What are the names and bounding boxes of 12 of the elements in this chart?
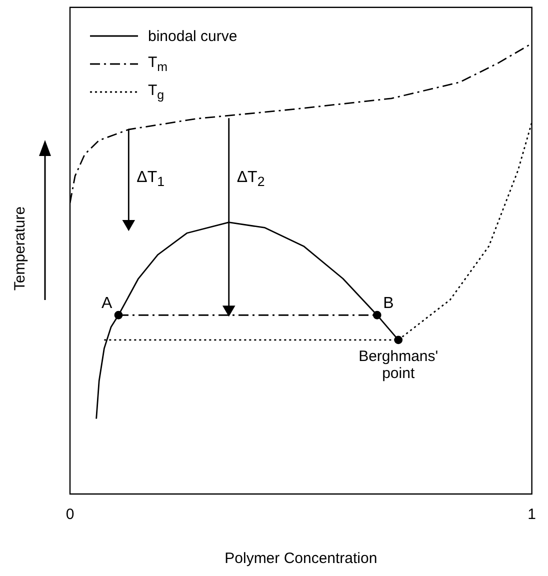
y-axis-title: Temperature xyxy=(12,205,28,293)
x-axis-title: Polymer Concentration xyxy=(224,550,378,568)
annotation: Berghmans' point xyxy=(358,348,440,382)
legend-label: T$_{g}$ xyxy=(148,82,164,102)
annotation: ΔT$_{1}$ xyxy=(136,168,165,189)
x-tick-label: 0 xyxy=(66,506,74,524)
annotation: B xyxy=(383,295,394,314)
legend-label: binodal curve xyxy=(148,28,238,44)
annotation: A xyxy=(101,295,112,314)
annotation: ΔT$_{2}$ xyxy=(236,168,265,189)
legend-label: T$_{m}$ xyxy=(148,54,168,74)
x-tick-label: 1 xyxy=(528,506,536,524)
